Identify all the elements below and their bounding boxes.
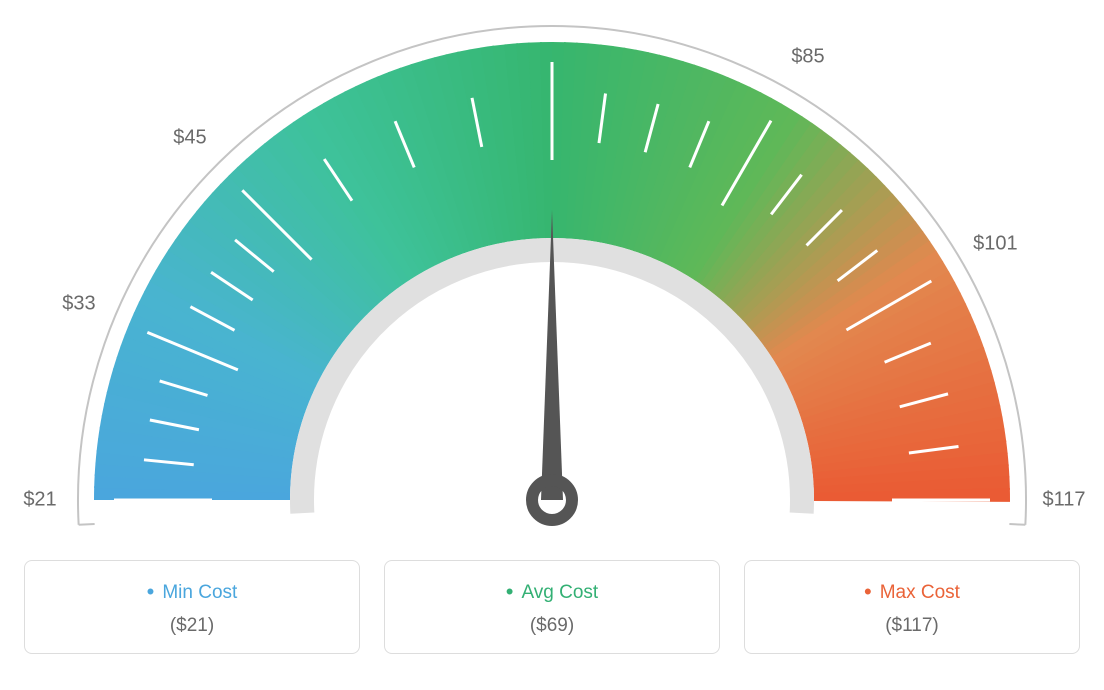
legend-card-avg: Avg Cost ($69) [384, 560, 720, 654]
legend-row: Min Cost ($21) Avg Cost ($69) Max Cost (… [0, 560, 1104, 678]
legend-min-value: ($21) [35, 615, 349, 637]
legend-avg-label: Avg Cost [395, 579, 709, 605]
legend-min-label: Min Cost [35, 579, 349, 605]
legend-card-min: Min Cost ($21) [24, 560, 360, 654]
gauge-tick-label: $85 [791, 45, 824, 68]
cost-gauge: $21$33$45$69$85$101$117 [0, 0, 1104, 560]
gauge-tick-label: $45 [173, 126, 206, 149]
legend-card-max: Max Cost ($117) [744, 560, 1080, 654]
gauge-svg [0, 0, 1104, 560]
gauge-tick-label: $21 [23, 489, 56, 512]
gauge-tick-label: $33 [62, 293, 95, 316]
gauge-tick-label: $101 [973, 233, 1018, 256]
legend-max-label: Max Cost [755, 579, 1069, 605]
legend-max-value: ($117) [755, 615, 1069, 637]
legend-avg-value: ($69) [395, 615, 709, 637]
gauge-tick-label: $117 [1042, 489, 1085, 512]
